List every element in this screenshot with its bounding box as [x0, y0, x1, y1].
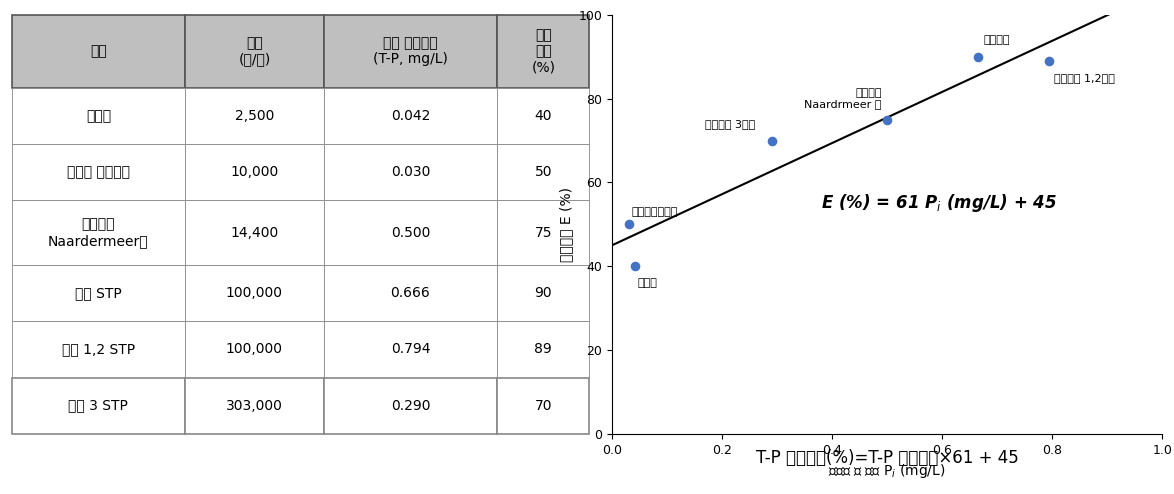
- Text: 미사리조정지호: 미사리조정지호: [632, 207, 677, 217]
- Text: 전주하수 3단계: 전주하수 3단계: [704, 119, 755, 129]
- Text: T-P 처리효율(%)=T-P 유입농도×61 + 45: T-P 처리효율(%)=T-P 유입농도×61 + 45: [756, 449, 1019, 467]
- Text: 일산호: 일산호: [637, 278, 657, 288]
- Point: [969, 53, 987, 61]
- Text: 익산하수: 익산하수: [984, 35, 1011, 45]
- Point: [626, 262, 645, 270]
- Point: [762, 136, 781, 144]
- Text: 네덜란드
Naardrmeer 湖: 네덜란드 Naardrmeer 湖: [804, 88, 882, 110]
- X-axis label: 유입수 인 농도 P$_i$ (mg/L): 유입수 인 농도 P$_i$ (mg/L): [829, 462, 946, 480]
- Text: E (%) = 61 P$_i$ (mg/L) + 45: E (%) = 61 P$_i$ (mg/L) + 45: [821, 192, 1058, 214]
- Y-axis label: 처리효율 E (%): 처리효율 E (%): [559, 187, 573, 262]
- Text: 전주하수 1,2단계: 전주하수 1,2단계: [1054, 73, 1115, 82]
- Point: [619, 220, 637, 228]
- Point: [1039, 57, 1058, 65]
- Point: [878, 116, 897, 124]
